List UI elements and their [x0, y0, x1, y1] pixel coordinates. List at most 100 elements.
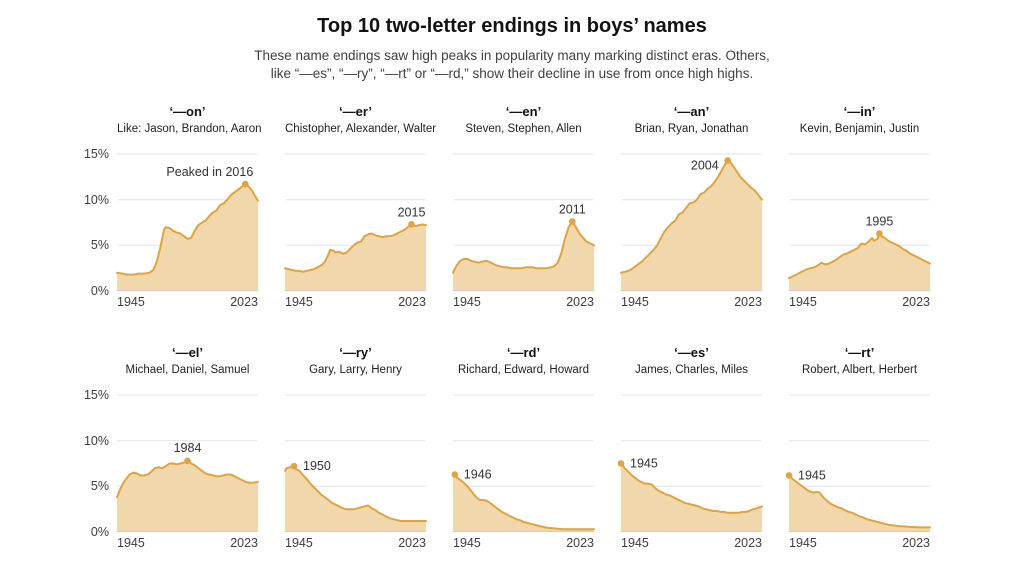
- trend-line: [116, 183, 259, 276]
- x-axis: 1945 2023: [285, 295, 426, 309]
- chart-title: ‘—an’: [673, 104, 710, 119]
- chart-example-names: Gary, Larry, Henry: [309, 364, 402, 376]
- area-fill: [453, 221, 594, 291]
- x-tick-start: 1945: [285, 295, 313, 309]
- area-fill: [285, 224, 426, 291]
- chart-cell-in: ‘—in’ Kevin, Benjamin, Justin 1995 1945 …: [788, 104, 931, 309]
- trend-line: [788, 474, 931, 529]
- chart-example-names: James, Charles, Miles: [634, 364, 749, 376]
- chart-title: ‘—ry’: [339, 345, 372, 360]
- x-tick-start: 1945: [117, 295, 145, 309]
- x-axis: 1945 2023: [285, 536, 426, 550]
- x-axis: 1945 2023: [789, 295, 930, 309]
- peak-annotation: Peaked in 2016: [166, 165, 253, 179]
- peak-annotation: 2015: [398, 205, 426, 219]
- x-tick-end: 2023: [230, 536, 258, 550]
- chart-cell-el: ‘—el’ Michael, Daniel, Samuel 15% 10% 5%…: [84, 345, 259, 550]
- chart-svg: 2004: [620, 153, 763, 291]
- chart-cell-an: ‘—an’ Brian, Ryan, Jonathan 2004 1945 20…: [620, 104, 763, 309]
- area-fill: [621, 463, 762, 532]
- x-axis: 1945 2023: [621, 536, 762, 550]
- area-fill: [789, 233, 930, 291]
- peak-annotation: 1946: [464, 468, 492, 482]
- chart-svg: 2015: [284, 153, 427, 291]
- peak-annotation: 1945: [798, 468, 826, 482]
- chart-cell-es: ‘—es’ James, Charles, Miles 1945 1945 20…: [617, 345, 763, 550]
- chart-svg: 1995: [788, 153, 931, 291]
- chart-cell-rt: ‘—rt’ Robert, Albert, Herbert 1945 1945 …: [785, 345, 931, 550]
- y-tick-10: 10%: [83, 192, 109, 207]
- area-chart-es: 1945: [617, 394, 763, 532]
- chart-title: ‘—es’: [674, 345, 709, 360]
- chart-svg: 1945: [785, 394, 931, 532]
- x-tick-start: 1945: [621, 536, 649, 550]
- chart-svg: 1945: [617, 394, 763, 532]
- trend-line: [452, 473, 595, 531]
- area-chart-el: 15% 10% 5% 0% 1984: [84, 388, 259, 539]
- area-chart-on: 15% 10% 5% 0% Peaked in 2016: [84, 147, 259, 298]
- area-fill: [117, 460, 258, 532]
- chart-title: ‘—on’: [169, 104, 206, 119]
- y-tick-10: 10%: [83, 433, 109, 448]
- x-tick-end: 2023: [566, 536, 594, 550]
- area-fill: [453, 474, 594, 532]
- chart-title: ‘—rd’: [506, 345, 541, 360]
- chart-example-names: Chistopher, Alexander, Walter: [285, 123, 437, 135]
- peak-annotation: 1984: [174, 441, 202, 455]
- peak-annotation: 2004: [691, 158, 719, 172]
- x-axis: 1945 2023: [453, 536, 594, 550]
- chart-title: ‘—en’: [505, 104, 542, 119]
- area-chart-er: 2015: [284, 153, 427, 291]
- y-tick-5: 5%: [90, 479, 109, 494]
- trend-line: [620, 462, 763, 514]
- x-axis: 1945 2023: [117, 536, 258, 550]
- chart-title: ‘—er’: [339, 104, 372, 119]
- y-tick-5: 5%: [90, 238, 109, 253]
- chart-cell-on: ‘—on’ Like: Jason, Brandon, Aaron 15% 10…: [84, 104, 262, 309]
- chart-cell-rd: ‘—rd’ Richard, Edward, Howard 1946 1945 …: [451, 345, 595, 550]
- peak-dot: [290, 462, 298, 470]
- chart-cell-en: ‘—en’ Steven, Stephen, Allen 2011 1945 2…: [452, 104, 595, 309]
- area-fill: [621, 160, 762, 291]
- x-tick-start: 1945: [117, 536, 145, 550]
- peak-dot: [408, 221, 415, 228]
- peak-annotation: 1950: [303, 459, 331, 473]
- chart-example-names: Robert, Albert, Herbert: [801, 364, 918, 376]
- area-chart-rt: 1945: [785, 394, 931, 532]
- area-fill: [789, 475, 930, 532]
- peak-annotation: 1995: [865, 215, 893, 229]
- x-axis: 1945 2023: [621, 295, 762, 309]
- chart-title: ‘—rt’: [844, 345, 875, 360]
- x-tick-end: 2023: [230, 295, 258, 309]
- y-tick-15: 15%: [83, 147, 109, 161]
- peak-dot: [785, 472, 793, 479]
- chart-svg: Peaked in 2016: [116, 153, 259, 291]
- peak-dot: [569, 218, 576, 225]
- area-chart-en: 2011: [452, 153, 595, 291]
- chart-svg: 2011: [452, 153, 595, 291]
- chart-cell-er: ‘—er’ Chistopher, Alexander, Walter 2015…: [284, 104, 437, 309]
- subtitle-line-2: like “—es”, “—ry”, “—rt” or “—rd,” show …: [270, 66, 754, 81]
- page-title: Top 10 two-letter endings in boys’ names: [317, 15, 707, 37]
- chart-example-names: Brian, Ryan, Jonathan: [634, 123, 749, 135]
- area-chart-rd: 1946: [451, 394, 595, 532]
- trend-line: [788, 232, 931, 280]
- peak-dot: [184, 457, 191, 465]
- area-chart-ry: 1950: [284, 394, 427, 532]
- chart-svg: 1946: [451, 394, 595, 532]
- chart-example-names: Like: Jason, Brandon, Aaron: [117, 123, 262, 135]
- x-tick-start: 1945: [453, 536, 481, 550]
- x-axis: 1945 2023: [117, 295, 258, 309]
- peak-dot: [724, 157, 731, 164]
- trend-line: [284, 223, 427, 273]
- chart-example-names: Steven, Stephen, Allen: [465, 123, 582, 135]
- area-fill: [117, 184, 258, 291]
- x-axis: 1945 2023: [453, 295, 594, 309]
- x-tick-end: 2023: [902, 295, 930, 309]
- charts-row-1: ‘—on’ Like: Jason, Brandon, Aaron 15% 10…: [0, 104, 1024, 309]
- peak-annotation: 1945: [630, 457, 658, 471]
- peak-annotation: 2011: [559, 203, 586, 217]
- subtitle-line-1: These name endings saw high peaks in pop…: [254, 48, 770, 63]
- trend-line: [620, 159, 763, 274]
